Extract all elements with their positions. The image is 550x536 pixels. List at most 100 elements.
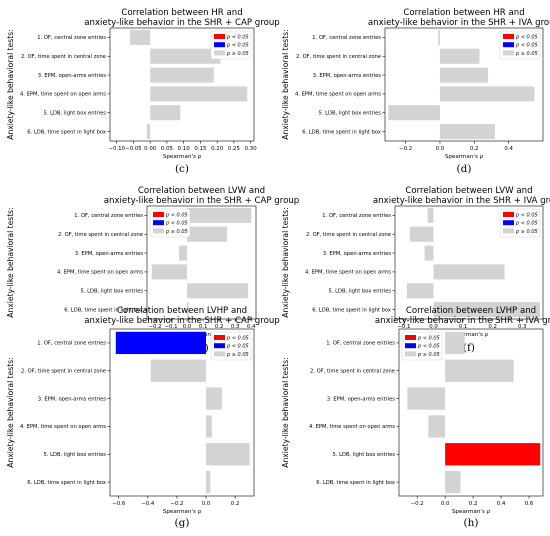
legend-swatch [503,34,514,39]
x-tick-label: 0.0 [429,324,438,330]
x-tick-label: −0.4 [141,501,155,507]
bar [433,302,541,318]
category-label: 3. EPM, open-arms entries [323,251,391,257]
bar [445,470,461,494]
legend-swatch [214,351,225,357]
plot-frame [398,328,544,497]
bar [407,387,446,410]
chart-title: anxiety-like behavior in the SHR + CAP g… [104,196,300,206]
chart-title: anxiety-like behavior in the SHR + IVA g… [368,18,550,28]
x-axis-label: Spearman's ρ [445,154,484,160]
bar [150,48,221,64]
chart-panel-4: Correlation between LVW andanxiety-like … [281,186,550,354]
legend-swatch [503,212,514,217]
bar [439,48,480,64]
legend-swatch [214,34,225,39]
legend-swatch [153,212,164,217]
x-tick-label: 0.1 [199,324,208,330]
bar [433,264,505,280]
bar [130,29,151,45]
x-axis-label: Spearman's ρ [163,154,202,160]
legend-label: p ≥ 0.05 [515,229,538,235]
x-tick-label: 0.4 [247,324,256,330]
category-label: 2. OF, time spent in central zone [306,232,391,238]
category-label: 4. EPM, time spent on open arms [309,424,395,430]
category-label: 3. EPM, open-arms entries [75,251,143,257]
x-tick-label: −0.2 [399,146,412,152]
legend-swatch [153,220,164,226]
legend-swatch [503,50,514,56]
legend-label: p ≥ 0.05 [226,51,249,57]
category-label: 4. EPM, time spent on open arms [305,270,391,276]
bar [445,443,541,466]
bar [409,226,434,242]
bar [187,226,228,242]
category-label: 3. EPM, open-arms entries [38,396,106,402]
bar [206,387,222,410]
category-label: 6. LDB, time spent in light box [64,307,143,313]
x-tick-label: 0.20 [211,146,224,152]
bar [439,124,495,140]
x-tick-label: 0.0 [436,146,445,152]
chart-title: Correlation between LVHP and [117,306,247,316]
category-label: 5. LDB, light box entries [319,111,382,117]
category-label: 3. EPM, open-arms entries [313,73,381,79]
chart-title: anxiety-like behavior in the SHR + CAP g… [84,18,280,28]
bar [388,105,440,121]
legend-label: p < 0.05 [226,336,249,342]
legend-swatch [214,335,225,340]
legend-swatch [214,343,225,349]
legend-swatch [503,42,514,48]
category-label: 4. EPM, time spent on open arms [20,92,106,98]
chart-title: anxiety-like behavior in the SHR + CAP g… [84,316,280,326]
legend-swatch [503,228,514,234]
bar [187,302,189,318]
x-tick-label: 0.2 [231,501,240,507]
bar [150,105,181,121]
bar [445,331,465,355]
category-label: 1. OF, central zone entries [326,341,395,347]
x-tick-label: −0.2 [411,501,424,507]
plot-frame [146,205,257,320]
legend-label: p ≥ 0.05 [515,51,538,57]
chart-panel-5: Correlation between LVHP andanxiety-like… [6,306,280,529]
category-label: 6. LDB, time spent in light box [316,480,395,486]
bar [187,283,248,299]
x-tick-label: 0.3 [518,324,527,330]
x-tick-label: 0.3 [231,324,240,330]
category-label: 2. OF, time spent in central zone [310,369,395,375]
legend-label: p < 0.05 [515,35,538,41]
category-label: 1. OF, central zone entries [312,35,381,41]
category-label: 2. OF, time spent in central zone [21,369,106,375]
bar [115,331,206,355]
x-tick-label: 0.10 [178,146,191,152]
x-tick-label: 0.05 [161,146,173,152]
bar [151,264,188,280]
chart-panel-3: Correlation between LVW andanxiety-like … [6,186,299,354]
category-label: 5. LDB, light box entries [44,452,107,458]
x-tick-label: −0.2 [170,501,183,507]
x-tick-label: 0.0 [183,324,192,330]
legend-label: p < 0.05 [417,336,440,342]
x-tick-label: −0.10 [108,146,125,152]
y-axis-label: Anxiety-like behavioral tests: [281,29,290,139]
x-axis-label: Spearman's ρ [450,332,489,338]
bar [438,29,440,45]
legend-label: p < 0.05 [165,221,188,227]
category-label: 2. OF, time spent in central zone [21,54,106,60]
x-tick-label: 0.25 [228,146,240,152]
category-label: 5. LDB, light box entries [333,452,396,458]
legend-label: p < 0.05 [226,344,249,350]
chart-title: Correlation between HR and [403,8,524,18]
panel-letter: (h) [464,517,479,529]
x-tick-label: 0.2 [470,146,479,152]
legend-label: p < 0.05 [515,43,538,49]
x-tick-label: −0.1 [164,324,177,330]
plot-frame [394,205,544,320]
category-label: 2. OF, time spent in central zone [296,54,381,60]
category-label: 3. EPM, open-arms entries [327,396,395,402]
x-tick-label: 0.0 [441,501,450,507]
chart-title: Correlation between HR and [121,8,242,18]
